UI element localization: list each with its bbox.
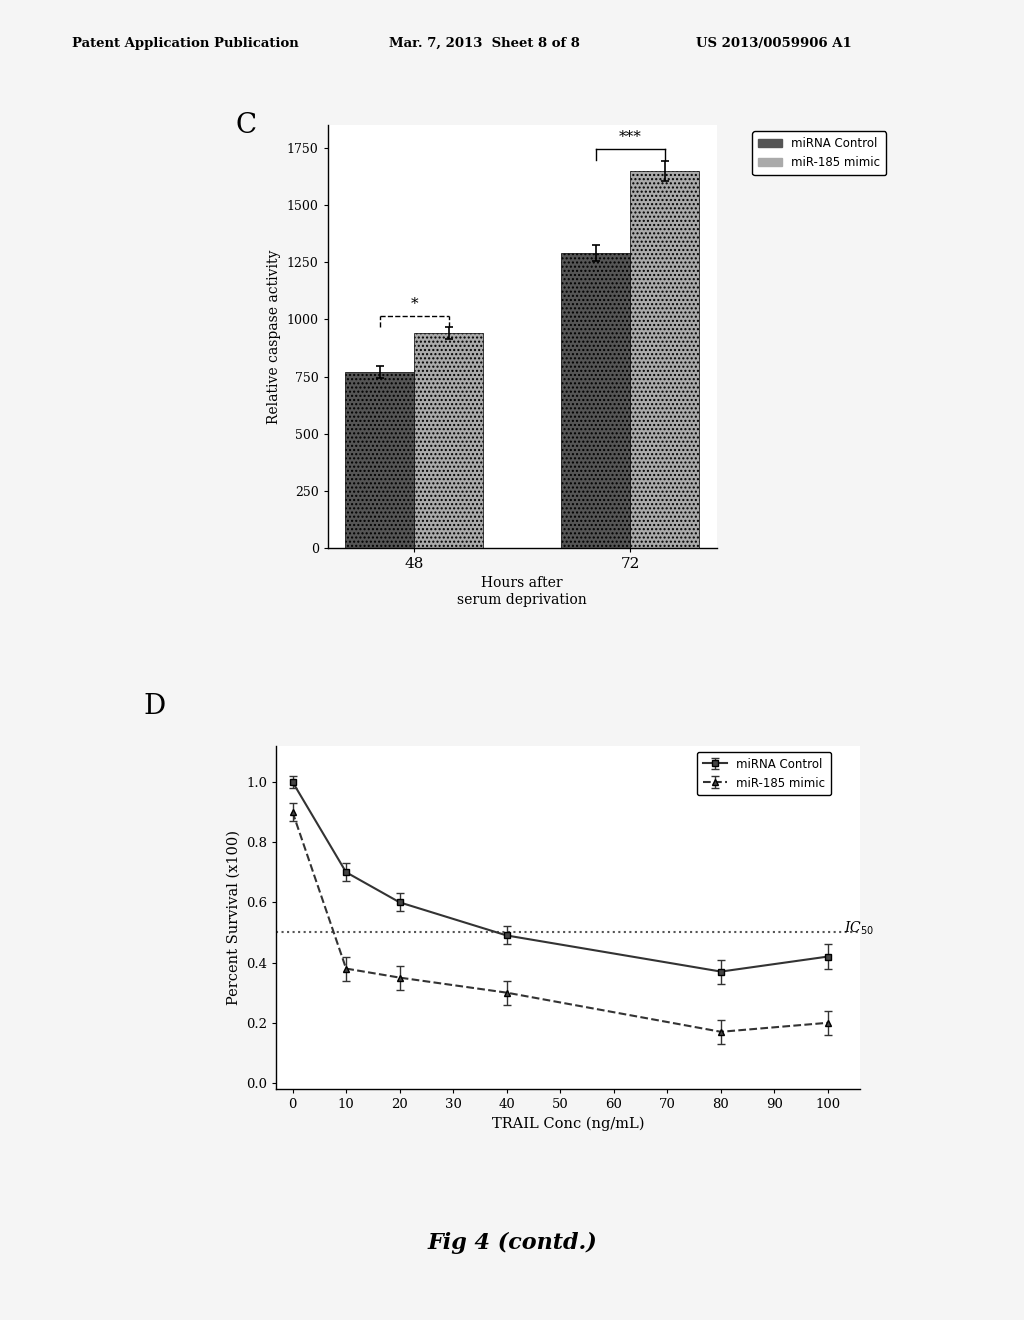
Text: IC$_{50}$: IC$_{50}$ — [844, 919, 874, 937]
Legend: miRNA Control, miR-185 mimic: miRNA Control, miR-185 mimic — [697, 751, 830, 796]
Y-axis label: Relative caspase activity: Relative caspase activity — [267, 249, 282, 424]
Text: US 2013/0059906 A1: US 2013/0059906 A1 — [696, 37, 852, 50]
Text: Fig 4 (contd.): Fig 4 (contd.) — [427, 1233, 597, 1254]
Text: Mar. 7, 2013  Sheet 8 of 8: Mar. 7, 2013 Sheet 8 of 8 — [389, 37, 580, 50]
Text: Patent Application Publication: Patent Application Publication — [72, 37, 298, 50]
X-axis label: Hours after
serum deprivation: Hours after serum deprivation — [458, 577, 587, 607]
Text: *: * — [411, 297, 418, 310]
X-axis label: TRAIL Conc (ng/mL): TRAIL Conc (ng/mL) — [493, 1117, 644, 1131]
Bar — [345, 372, 415, 548]
Bar — [415, 333, 483, 548]
Bar — [630, 172, 699, 548]
Text: D: D — [143, 693, 166, 719]
Y-axis label: Percent Survival (x100): Percent Survival (x100) — [226, 830, 241, 1005]
Legend: miRNA Control, miR-185 mimic: miRNA Control, miR-185 mimic — [753, 131, 886, 176]
Bar — [561, 253, 630, 548]
Text: C: C — [236, 112, 257, 139]
Text: ***: *** — [618, 131, 641, 144]
